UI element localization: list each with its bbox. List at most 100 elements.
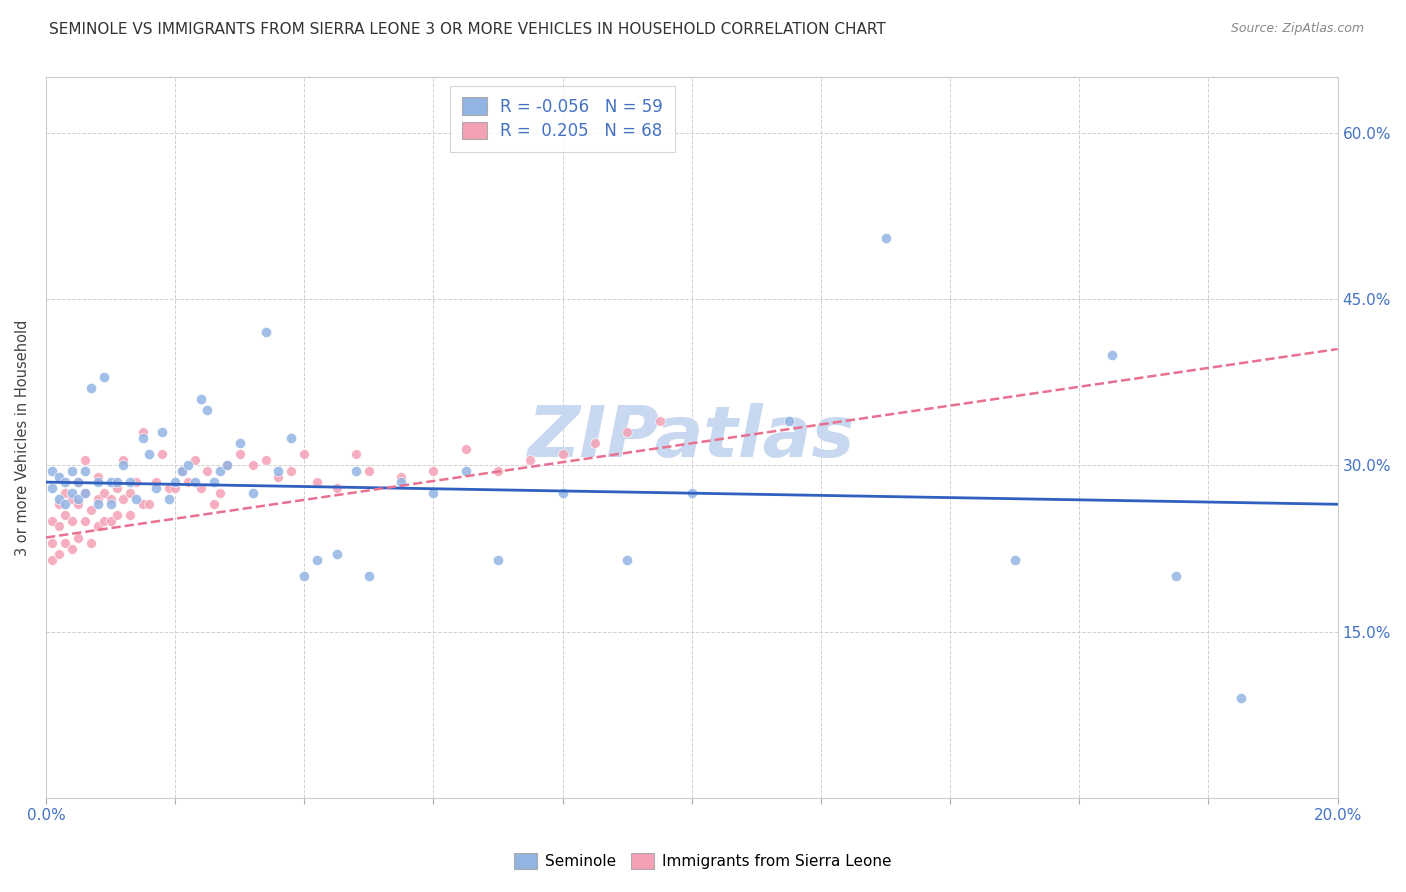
Point — [183, 453, 205, 467]
Point — [202, 497, 225, 511]
Point — [357, 569, 380, 583]
Point — [60, 514, 83, 528]
Text: Source: ZipAtlas.com: Source: ZipAtlas.com — [1230, 22, 1364, 36]
Point — [165, 481, 187, 495]
Point — [422, 464, 444, 478]
Point — [389, 475, 412, 489]
Point — [53, 486, 76, 500]
Point — [344, 464, 367, 478]
Point — [190, 392, 212, 406]
Point — [53, 536, 76, 550]
Point — [254, 326, 277, 340]
Point — [48, 469, 70, 483]
Point — [280, 464, 302, 478]
Point — [48, 497, 70, 511]
Point — [267, 464, 290, 478]
Point — [138, 447, 160, 461]
Point — [105, 508, 128, 523]
Point — [41, 464, 63, 478]
Point — [80, 381, 103, 395]
Point — [307, 475, 329, 489]
Point — [73, 453, 96, 467]
Point — [93, 369, 115, 384]
Point — [60, 486, 83, 500]
Point — [486, 552, 509, 566]
Point — [145, 481, 167, 495]
Point — [454, 442, 477, 456]
Point — [357, 464, 380, 478]
Point — [228, 436, 250, 450]
Point — [112, 458, 135, 473]
Point — [454, 464, 477, 478]
Point — [132, 497, 155, 511]
Point — [105, 481, 128, 495]
Point — [150, 425, 173, 440]
Point — [170, 464, 193, 478]
Text: ZIPatlas: ZIPatlas — [529, 403, 855, 472]
Point — [267, 469, 290, 483]
Point — [209, 464, 232, 478]
Point — [583, 436, 606, 450]
Point — [53, 508, 76, 523]
Point — [197, 403, 219, 417]
Point — [53, 475, 76, 489]
Point — [48, 491, 70, 506]
Point — [325, 481, 347, 495]
Point — [183, 475, 205, 489]
Point — [177, 475, 200, 489]
Point — [67, 475, 90, 489]
Point — [197, 464, 219, 478]
Point — [132, 431, 155, 445]
Point — [67, 531, 90, 545]
Point — [86, 475, 108, 489]
Point — [60, 491, 83, 506]
Point — [1101, 348, 1123, 362]
Point — [41, 514, 63, 528]
Point — [112, 453, 135, 467]
Point — [616, 552, 638, 566]
Point — [86, 491, 108, 506]
Point — [157, 491, 180, 506]
Point — [254, 453, 277, 467]
Point — [681, 486, 703, 500]
Point — [41, 552, 63, 566]
Point — [486, 464, 509, 478]
Point — [875, 231, 897, 245]
Point — [209, 486, 232, 500]
Point — [422, 486, 444, 500]
Point — [41, 481, 63, 495]
Point — [118, 486, 141, 500]
Legend: Seminole, Immigrants from Sierra Leone: Seminole, Immigrants from Sierra Leone — [509, 847, 897, 875]
Point — [648, 414, 671, 428]
Point — [73, 486, 96, 500]
Point — [150, 447, 173, 461]
Point — [616, 425, 638, 440]
Point — [157, 481, 180, 495]
Point — [177, 458, 200, 473]
Point — [138, 497, 160, 511]
Point — [242, 458, 264, 473]
Point — [105, 475, 128, 489]
Point — [53, 497, 76, 511]
Point — [100, 514, 122, 528]
Point — [1229, 691, 1251, 706]
Point — [551, 447, 574, 461]
Point — [67, 497, 90, 511]
Point — [215, 458, 238, 473]
Point — [228, 447, 250, 461]
Point — [292, 569, 315, 583]
Point — [325, 547, 347, 561]
Point — [170, 464, 193, 478]
Point — [307, 552, 329, 566]
Point — [73, 464, 96, 478]
Point — [132, 425, 155, 440]
Point — [1004, 552, 1026, 566]
Point — [165, 475, 187, 489]
Point — [86, 519, 108, 533]
Point — [86, 469, 108, 483]
Point — [389, 469, 412, 483]
Point — [93, 514, 115, 528]
Point — [67, 491, 90, 506]
Point — [280, 431, 302, 445]
Point — [344, 447, 367, 461]
